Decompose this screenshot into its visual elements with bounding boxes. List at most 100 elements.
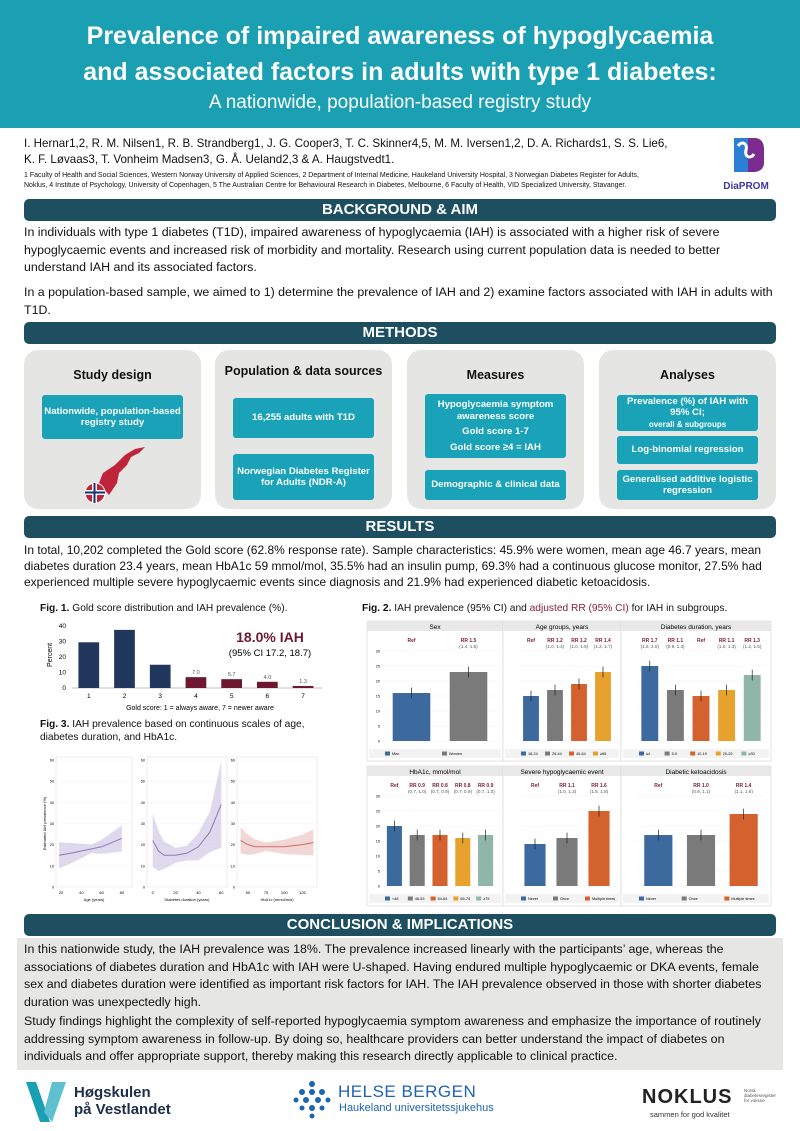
fig2-legend-label: ≥65 bbox=[600, 752, 606, 756]
fig2-ytick: 15 bbox=[376, 840, 380, 844]
fig1-ylabel: Percent bbox=[47, 643, 54, 667]
fig2-rr-label: RR 1.6 bbox=[591, 783, 607, 789]
fig2-bar bbox=[686, 835, 716, 886]
fig2-bar bbox=[571, 684, 587, 741]
gam-box: Generalised additive logistic regression bbox=[617, 470, 758, 500]
fig2-ci-label: (1.5, 2.0) bbox=[641, 644, 660, 649]
fig3-ci-band bbox=[240, 827, 314, 856]
fig2-panel-title: Age groups, years bbox=[536, 624, 590, 631]
fig2-bar bbox=[743, 675, 761, 741]
fig2-legend-label: 5-9 bbox=[672, 752, 678, 756]
fig2-panel-title: Severe hypoglycaemic event bbox=[520, 769, 603, 776]
fig2-ci-label: (0.7, 0.9) bbox=[431, 789, 450, 794]
fig2-ytick: 10 bbox=[376, 710, 380, 714]
fig2-rr-label: RR 0.9 bbox=[409, 783, 425, 789]
fig2-bar bbox=[386, 826, 402, 886]
poster-subtitle: A nationwide, population-based registry … bbox=[208, 92, 592, 113]
fig2-rr-label: RR 0.8 bbox=[455, 783, 471, 789]
fig2-bar bbox=[692, 696, 710, 741]
fig2-legend-swatch bbox=[715, 751, 721, 756]
fig2-legend-label: 65-74 bbox=[460, 897, 470, 901]
fig1-ytick: 30 bbox=[59, 639, 67, 646]
fig3-ytick: 60 bbox=[141, 759, 145, 763]
fig3-ytick: 0 bbox=[143, 886, 145, 890]
fig2-legend-label: 20-29 bbox=[723, 752, 733, 756]
card-population: Population & data sources 16,255 adults … bbox=[215, 350, 392, 509]
fig3-xtick: 80 bbox=[120, 890, 125, 895]
fig2-bar bbox=[556, 838, 578, 886]
fig3-xlabel: Age (years) bbox=[84, 897, 105, 902]
fig2-legend-swatch bbox=[407, 896, 413, 901]
diaprom-logo: DiaPROM bbox=[716, 134, 776, 192]
fig2-legend-swatch bbox=[741, 751, 747, 756]
fig2-bar bbox=[666, 690, 684, 741]
fig2-legend-swatch bbox=[690, 751, 696, 756]
fig2-ytick: 25 bbox=[376, 810, 380, 814]
fig3-xlabel: Diabetes duration (years) bbox=[165, 897, 211, 902]
hvl-logo: Høgskulen på Vestlandet bbox=[24, 1076, 194, 1126]
fig2-rr-label: RR 1.0 bbox=[693, 783, 709, 789]
fig2-bar bbox=[644, 835, 673, 886]
fig1-data-label: 5.7 bbox=[228, 672, 236, 678]
fig3-chart: 0 10 20 30 40 50 60 20 40 60 80 Age (years) Estimate… bbox=[42, 756, 318, 902]
fig2-legend-swatch bbox=[593, 751, 598, 756]
fig2-rr-label: RR 0.9 bbox=[478, 783, 494, 789]
fig2-ci-label: (0.7, 1.0) bbox=[408, 789, 427, 794]
fig2-bar bbox=[449, 672, 488, 741]
fig2-legend-swatch bbox=[521, 896, 526, 901]
fig2-legend-label: Women bbox=[449, 752, 462, 756]
fig3-xtick: 125 bbox=[299, 890, 306, 895]
fig2-rr-label: RR 1.7 bbox=[642, 638, 658, 644]
fig2-ytick: 0 bbox=[378, 885, 380, 889]
fig1-xtick: 3 bbox=[158, 693, 162, 700]
fig2-rr-label: RR 1.1 bbox=[719, 638, 735, 644]
fig3-ci-band bbox=[59, 825, 122, 869]
fig2-legend-label: Multiple times bbox=[592, 897, 615, 901]
card-title: Population & data sources bbox=[224, 364, 383, 378]
fig3-ytick: 40 bbox=[231, 801, 235, 805]
fig3-xtick: 20 bbox=[59, 890, 64, 895]
fig3-ytick: 50 bbox=[141, 780, 145, 784]
fig3-ytick: 0 bbox=[52, 886, 54, 890]
fig2-legend-swatch bbox=[385, 896, 390, 901]
fig2-bar bbox=[523, 696, 539, 741]
fig3-xtick: 40 bbox=[79, 890, 84, 895]
fig2-ci-label: (0.7, 0.9) bbox=[454, 789, 473, 794]
fig3-xtick: 0 bbox=[152, 890, 155, 895]
fig2-ytick: 5 bbox=[378, 725, 380, 729]
fig3-ytick: 50 bbox=[50, 780, 54, 784]
fig1-xtick: 4 bbox=[194, 693, 198, 700]
fig2-legend-swatch bbox=[585, 896, 590, 901]
fig3-ytick: 30 bbox=[231, 822, 235, 826]
fig3-ytick: 40 bbox=[141, 801, 145, 805]
fig2-legend-label: Multiple times bbox=[731, 897, 754, 901]
fig2-legend-swatch bbox=[681, 896, 687, 901]
fig2-bar bbox=[718, 690, 736, 741]
clinical-data-box: Demographic & clinical data bbox=[425, 470, 566, 500]
fig2-legend-label: Once bbox=[560, 897, 569, 901]
fig2-rr-label: RR 1.5 bbox=[461, 638, 477, 644]
fig3-ytick: 10 bbox=[50, 864, 54, 868]
fig2-panel-header bbox=[621, 621, 771, 631]
fig2-bar bbox=[455, 838, 471, 886]
fig2-legend-label: 45-64 bbox=[576, 752, 586, 756]
fig2-legend-swatch bbox=[569, 751, 574, 756]
fig2-rr-label: Ref bbox=[697, 638, 705, 644]
fig2-bar bbox=[595, 672, 611, 741]
fig3-xtick: 60 bbox=[219, 890, 224, 895]
card-title: Study design bbox=[73, 368, 152, 382]
fig2-panel-header bbox=[503, 766, 621, 776]
fig2-panel-header bbox=[621, 766, 771, 776]
fig1-bar bbox=[114, 629, 135, 688]
fig2-legend bbox=[505, 894, 619, 903]
fig2-ci-label: (1.0, 1.4) bbox=[546, 644, 565, 649]
conclusion-header: CONCLUSION & IMPLICATIONS bbox=[24, 914, 776, 936]
fig2-ci-label: (1.5, 1.8) bbox=[590, 789, 609, 794]
fig3-ytick: 30 bbox=[141, 822, 145, 826]
fig2-legend-swatch bbox=[521, 751, 526, 756]
fig1-bar bbox=[221, 679, 242, 688]
fig2-bar bbox=[524, 844, 546, 886]
fig3-ytick: 0 bbox=[233, 886, 235, 890]
fig1-data-label: 1.3 bbox=[299, 679, 307, 685]
header: Prevalence of impaired awareness of hypo… bbox=[0, 0, 800, 128]
